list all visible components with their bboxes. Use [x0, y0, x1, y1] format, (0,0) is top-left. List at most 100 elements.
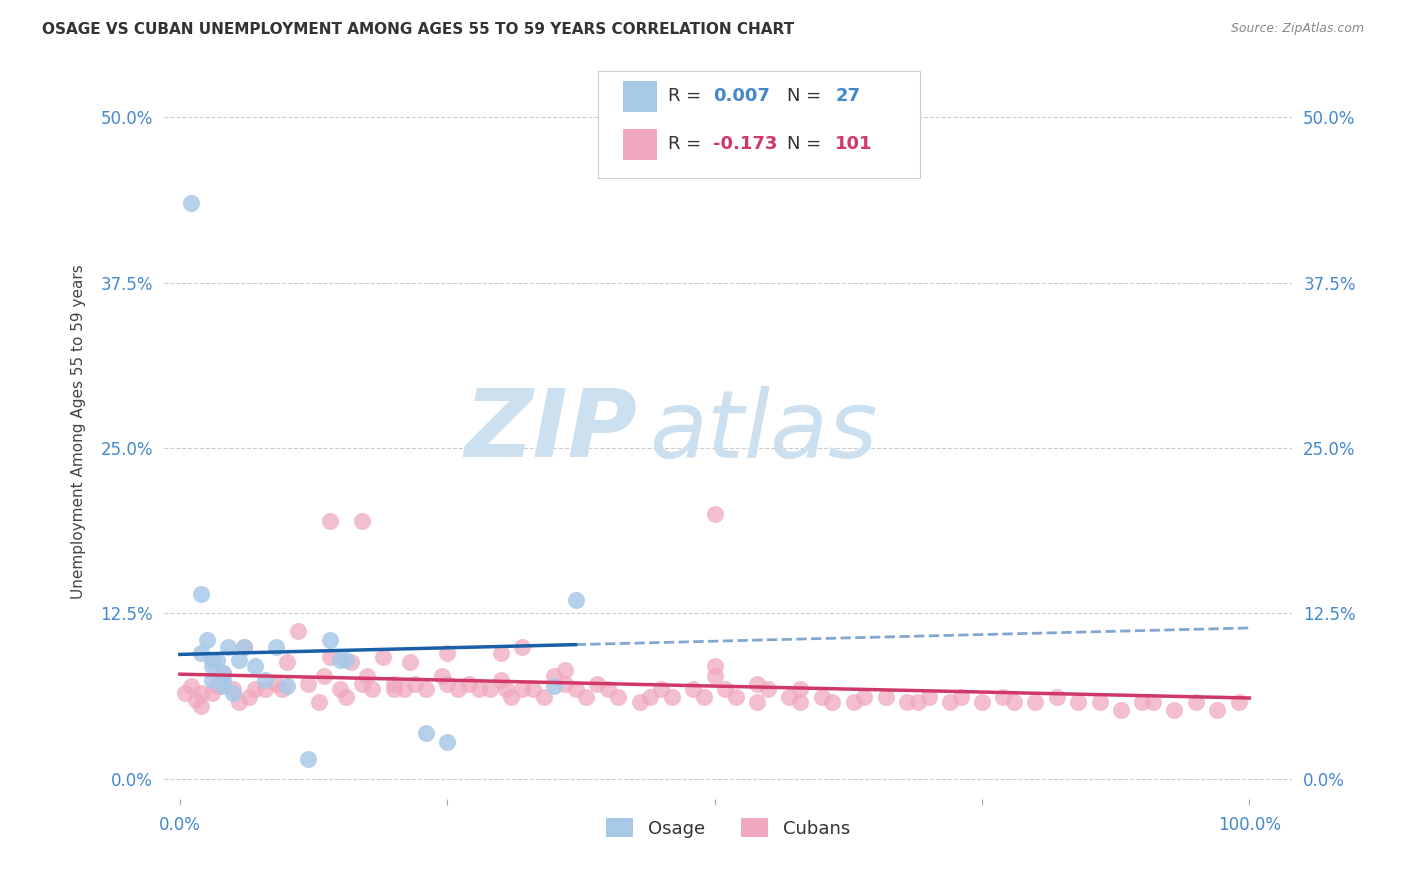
Point — [382, 681, 405, 696]
Point — [1227, 695, 1250, 709]
Point — [174, 686, 197, 700]
FancyBboxPatch shape — [598, 71, 920, 178]
Point — [207, 653, 229, 667]
Point — [522, 681, 544, 696]
Text: OSAGE VS CUBAN UNEMPLOYMENT AMONG AGES 55 TO 59 YEARS CORRELATION CHART: OSAGE VS CUBAN UNEMPLOYMENT AMONG AGES 5… — [42, 22, 794, 37]
Point — [318, 514, 340, 528]
Point — [543, 679, 565, 693]
Point — [404, 676, 426, 690]
Point — [789, 681, 811, 696]
Point — [207, 679, 229, 693]
Point — [361, 681, 384, 696]
Point — [329, 681, 352, 696]
Point — [554, 676, 576, 690]
Point — [853, 690, 876, 704]
Point — [297, 752, 319, 766]
Point — [398, 656, 420, 670]
FancyBboxPatch shape — [623, 128, 657, 160]
Point — [436, 735, 458, 749]
Point — [661, 690, 683, 704]
Point — [233, 640, 256, 654]
Point — [201, 659, 224, 673]
Point — [394, 681, 416, 696]
Point — [907, 695, 929, 709]
Point — [747, 695, 769, 709]
Point — [211, 666, 233, 681]
Point — [703, 659, 725, 673]
Point — [1163, 703, 1185, 717]
Point — [243, 681, 266, 696]
Point — [211, 673, 233, 687]
Point — [276, 679, 298, 693]
Point — [939, 695, 962, 709]
Point — [714, 681, 737, 696]
Point — [821, 695, 844, 709]
Text: Source: ZipAtlas.com: Source: ZipAtlas.com — [1230, 22, 1364, 36]
Point — [747, 676, 769, 690]
Point — [297, 676, 319, 690]
Point — [211, 679, 233, 693]
Point — [457, 676, 479, 690]
Point — [842, 695, 865, 709]
Point — [415, 681, 437, 696]
Point — [703, 507, 725, 521]
Point — [201, 653, 224, 667]
Point — [510, 681, 533, 696]
Point — [314, 669, 336, 683]
Point — [682, 681, 704, 696]
Point — [596, 681, 619, 696]
Point — [430, 669, 453, 683]
Point — [335, 653, 357, 667]
Point — [756, 681, 779, 696]
Point — [949, 690, 972, 704]
Point — [415, 725, 437, 739]
Point — [436, 646, 458, 660]
Point — [810, 690, 832, 704]
Text: 0.007: 0.007 — [713, 87, 770, 105]
FancyBboxPatch shape — [623, 81, 657, 112]
Point — [335, 690, 357, 704]
Point — [789, 695, 811, 709]
Point — [917, 690, 939, 704]
Point — [222, 681, 245, 696]
Point — [650, 681, 672, 696]
Point — [495, 681, 517, 696]
Point — [479, 681, 502, 696]
Point — [340, 656, 363, 670]
Point — [693, 690, 716, 704]
Point — [1024, 695, 1046, 709]
Point — [543, 669, 565, 683]
Text: atlas: atlas — [650, 386, 877, 477]
Point — [1046, 690, 1069, 704]
Text: ZIP: ZIP — [465, 385, 638, 477]
Point — [350, 514, 373, 528]
Text: R =: R = — [668, 136, 707, 153]
Point — [184, 692, 207, 706]
Point — [1002, 695, 1025, 709]
Point — [501, 690, 523, 704]
Point — [264, 676, 287, 690]
Point — [724, 690, 747, 704]
Point — [1185, 695, 1208, 709]
Text: 27: 27 — [835, 87, 860, 105]
Point — [1142, 695, 1164, 709]
Point — [533, 690, 555, 704]
Point — [190, 646, 212, 660]
Point — [201, 686, 224, 700]
Point — [287, 624, 309, 638]
Point — [190, 587, 212, 601]
Point — [1206, 703, 1229, 717]
Point — [318, 632, 340, 647]
Point — [190, 699, 212, 714]
Point — [243, 659, 266, 673]
Point — [318, 650, 340, 665]
Point — [350, 676, 373, 690]
Point — [1088, 695, 1111, 709]
Point — [180, 196, 202, 211]
Text: N =: N = — [787, 136, 827, 153]
Point — [233, 640, 256, 654]
Point — [628, 695, 651, 709]
Point — [586, 676, 609, 690]
Point — [875, 690, 897, 704]
Point — [779, 690, 801, 704]
